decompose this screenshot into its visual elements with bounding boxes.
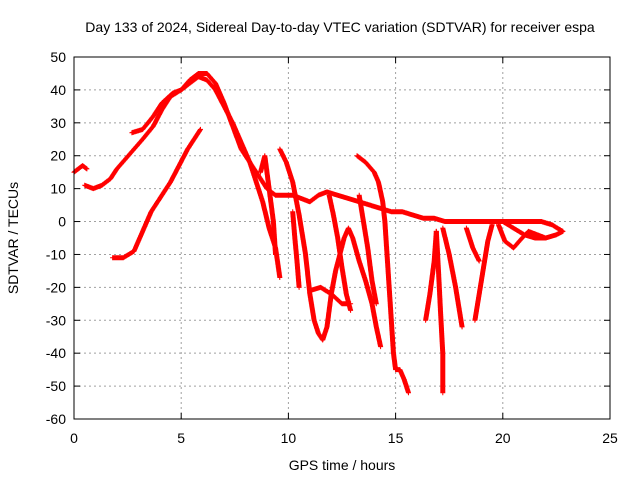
- y-tick-label: -60: [46, 411, 66, 427]
- x-tick-label: 0: [70, 430, 78, 446]
- y-tick-label: -10: [46, 246, 66, 262]
- series-markers: [433, 228, 446, 396]
- x-tick-label: 15: [388, 430, 404, 446]
- series-trace-1: [71, 163, 90, 175]
- series-trace-13: [433, 228, 446, 396]
- y-tick-label: 50: [50, 49, 66, 65]
- chart-title: Day 133 of 2024, Sidereal Day-to-day VTE…: [85, 19, 595, 35]
- y-tick-label: -50: [46, 378, 66, 394]
- series-trace-16: [463, 225, 482, 264]
- x-tick-label: 20: [495, 430, 511, 446]
- y-tick-label: -20: [46, 279, 66, 295]
- series-trace-18: [500, 219, 566, 241]
- y-tick-label: 40: [50, 82, 66, 98]
- data-series: [71, 71, 566, 396]
- series-trace-5: [258, 153, 278, 257]
- series-trace-8: [307, 284, 354, 307]
- y-tick-label: 10: [50, 181, 66, 197]
- series-trace-11: [354, 153, 411, 396]
- series-markers: [463, 225, 482, 264]
- y-axis-label: SDTVAR / TECUs: [5, 182, 21, 294]
- x-axis-label: GPS time / hours: [289, 457, 396, 473]
- series-markers: [110, 126, 203, 261]
- series-trace-7: [290, 209, 302, 290]
- plot-frame: [73, 56, 611, 420]
- series-markers: [440, 225, 465, 330]
- y-tick-label: -30: [46, 312, 66, 328]
- series-trace-10: [356, 192, 379, 307]
- series-trace-9: [326, 192, 354, 313]
- axes: 0 5 10 15 20 25 -60 -50 -40 -30 -20 -10 0 10 20 30 40 50: [46, 49, 618, 446]
- series-markers: [472, 222, 495, 323]
- y-tick-label: 20: [50, 148, 66, 164]
- x-tick-label: 25: [602, 430, 618, 446]
- x-tick-label: 10: [281, 430, 297, 446]
- y-tick-label: 0: [58, 214, 66, 230]
- series-trace-15: [472, 222, 495, 323]
- y-tick-label: 30: [50, 115, 66, 131]
- series-trace-3: [110, 126, 203, 261]
- series-trace-14: [440, 225, 465, 330]
- x-tick-label: 5: [177, 430, 185, 446]
- y-tick-label: -40: [46, 345, 66, 361]
